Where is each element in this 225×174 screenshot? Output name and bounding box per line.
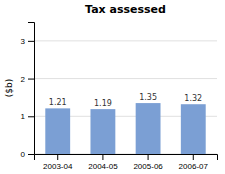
x-tick: 2004-05 [88,154,118,171]
bar [45,108,70,154]
y-tick-mark [28,41,34,42]
bar [90,109,115,154]
x-axis: 2003-04 2004-05 2005-06 2006-07 [35,154,218,171]
x-tick: 2003-04 [43,154,73,171]
y-tick: 0 [21,150,34,159]
chart: 0 1 2 3 2003-04 2004-05 2005-06 2006-07 1.21 1.19… [0,0,225,174]
x-tick-label: 2003-04 [43,162,73,171]
bar [136,103,161,154]
y-tick: 2 [21,75,34,84]
x-tick: 2005-06 [133,154,163,171]
data-labels: 1.21 1.19 1.35 1.32 [49,93,202,108]
x-axis-line [35,155,218,161]
y-tick-label: 2 [21,75,26,84]
x-tick-label: 2005-06 [133,162,163,171]
y-tick: 3 [21,37,34,46]
title: Tax assessed [85,3,166,16]
grid-line [34,78,217,79]
y-tick-label: 1 [21,112,26,121]
y-tick-label: 0 [21,150,26,159]
data-label: 1.35 [139,93,157,102]
data-label: 1.19 [94,99,112,108]
y-axis-line [28,23,35,155]
plot: 0 1 2 3 2003-04 2004-05 2005-06 2006-07 1.21 1.19… [21,23,218,171]
x-tick-mark [57,154,58,160]
y-tick-label: 3 [21,37,26,46]
grid-line [34,40,217,41]
y-tick-mark [28,154,34,155]
grid [34,41,217,154]
data-label: 1.32 [184,94,202,103]
y-label: ($b) [4,79,14,97]
x-tick-label: 2006-07 [179,162,209,171]
y-tick-mark [28,79,34,80]
x-tick: 2006-07 [179,154,209,171]
data-label: 1.21 [49,98,67,107]
x-tick-mark [102,154,103,160]
bar [181,104,206,154]
y-axis: 0 1 2 3 [21,23,35,160]
bars [45,103,205,154]
y-tick: 1 [21,112,34,121]
x-tick-label: 2004-05 [88,162,118,171]
y-tick-mark [28,116,34,117]
x-tick-mark [148,154,149,160]
x-tick-mark [193,154,194,160]
